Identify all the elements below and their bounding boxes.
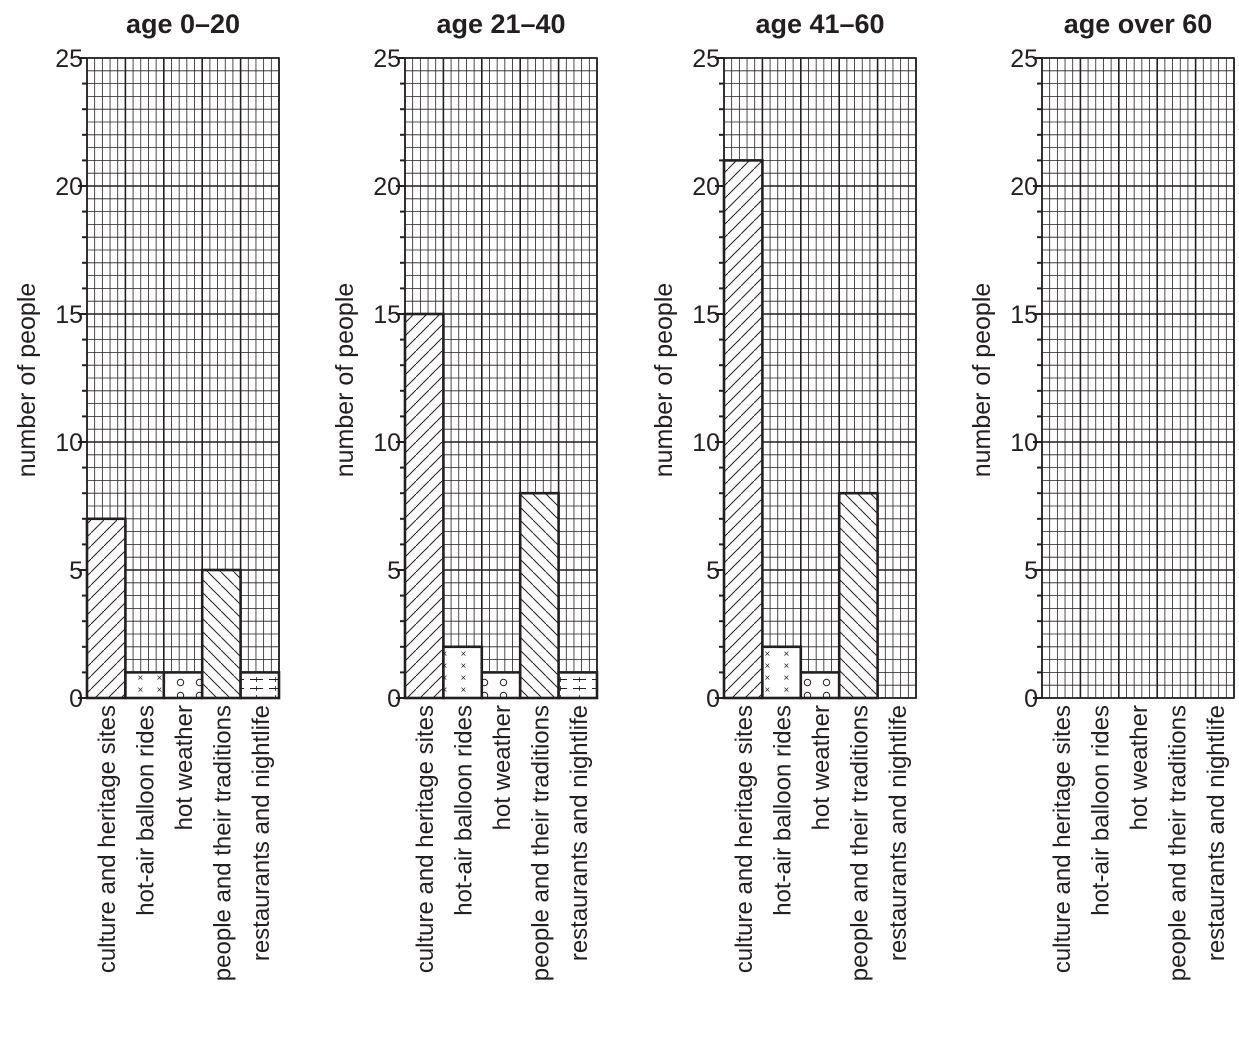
y-tick-label-20: 20 bbox=[55, 173, 83, 201]
x-tick-label-5: restaurants and nightlife bbox=[248, 705, 275, 961]
bar-4 bbox=[518, 491, 560, 700]
x-tick-label-2: hot-air balloon rides bbox=[133, 705, 160, 916]
y-tick-label-25: 25 bbox=[1010, 45, 1038, 73]
x-tick-label-4: people and their traditions bbox=[1164, 705, 1191, 981]
y-tick-label-5: 5 bbox=[387, 557, 401, 585]
chart-panel-1: 0 5 10 15 20 25 number of people age 0–20 cultur… bbox=[13, 9, 281, 981]
y-tick-label-15: 15 bbox=[692, 301, 720, 329]
x-axis: culture and heritage sites hot-air balloo… bbox=[94, 705, 275, 981]
y-tick-label-15: 15 bbox=[373, 301, 401, 329]
y-axis: 0 5 10 15 20 25 bbox=[692, 45, 724, 713]
grid bbox=[1041, 57, 1235, 699]
bar-4 bbox=[200, 568, 242, 700]
x-tick-label-5: restaurants and nightlife bbox=[885, 705, 912, 961]
chart-title: age 41–60 bbox=[755, 9, 884, 39]
bar-1 bbox=[403, 312, 445, 700]
y-tick-label-20: 20 bbox=[373, 173, 401, 201]
chart-panel-3: 0 5 10 15 20 25 number of people age 41–60 cultu… bbox=[650, 9, 917, 981]
bar-3 bbox=[162, 671, 204, 700]
bar-2 bbox=[442, 645, 484, 700]
y-axis-title: number of people bbox=[968, 283, 996, 478]
bar-2 bbox=[761, 645, 803, 700]
y-tick-label-0: 0 bbox=[387, 685, 401, 713]
x-tick-label-2: hot-air balloon rides bbox=[1088, 705, 1115, 916]
y-axis-title: number of people bbox=[650, 283, 678, 478]
y-tick-label-25: 25 bbox=[373, 45, 401, 73]
bars bbox=[403, 312, 599, 700]
y-tick-label-15: 15 bbox=[1010, 301, 1038, 329]
y-axis-title: number of people bbox=[13, 283, 41, 478]
x-tick-label-3: hot weather bbox=[808, 705, 835, 830]
x-tick-label-1: culture and heritage sites bbox=[94, 705, 121, 973]
y-tick-label-10: 10 bbox=[1010, 429, 1038, 457]
chart-title: age 21–40 bbox=[436, 9, 565, 39]
y-tick-label-10: 10 bbox=[692, 429, 720, 457]
bar-5 bbox=[239, 671, 281, 700]
x-tick-label-1: culture and heritage sites bbox=[412, 705, 439, 973]
y-tick-label-25: 25 bbox=[692, 45, 720, 73]
y-tick-label-0: 0 bbox=[1024, 685, 1038, 713]
bar-5 bbox=[557, 671, 599, 700]
bars bbox=[722, 159, 879, 700]
x-tick-label-2: hot-air balloon rides bbox=[451, 705, 478, 916]
y-tick-label-10: 10 bbox=[373, 429, 401, 457]
chart-title: age over 60 bbox=[1064, 9, 1213, 39]
x-tick-label-4: people and their traditions bbox=[209, 705, 236, 981]
chart-title: age 0–20 bbox=[126, 9, 240, 39]
y-axis-title: number of people bbox=[331, 283, 359, 478]
y-tick-label-5: 5 bbox=[69, 557, 83, 585]
x-tick-label-1: culture and heritage sites bbox=[731, 705, 758, 973]
x-tick-label-3: hot weather bbox=[171, 705, 198, 830]
bar-4 bbox=[837, 491, 879, 700]
x-tick-label-5: restaurants and nightlife bbox=[1203, 705, 1230, 961]
x-tick-label-2: hot-air balloon rides bbox=[770, 705, 797, 916]
y-tick-label-20: 20 bbox=[692, 173, 720, 201]
y-tick-label-5: 5 bbox=[1024, 557, 1038, 585]
x-axis: culture and heritage sites hot-air balloo… bbox=[412, 705, 593, 981]
chart-panel-4: 0 5 10 15 20 25 number of people age over 60 cul… bbox=[968, 9, 1235, 981]
x-tick-label-3: hot weather bbox=[1126, 705, 1153, 830]
x-axis: culture and heritage sites hot-air balloo… bbox=[1049, 705, 1230, 981]
bar-1 bbox=[722, 159, 764, 700]
bar-2 bbox=[124, 671, 166, 700]
y-tick-label-0: 0 bbox=[706, 685, 720, 713]
x-tick-label-4: people and their traditions bbox=[846, 705, 873, 981]
y-axis: 0 5 10 15 20 25 bbox=[373, 45, 405, 713]
x-tick-label-1: culture and heritage sites bbox=[1049, 705, 1076, 973]
x-axis: culture and heritage sites hot-air balloo… bbox=[731, 705, 912, 981]
x-tick-label-4: people and their traditions bbox=[527, 705, 554, 981]
x-tick-label-5: restaurants and nightlife bbox=[566, 705, 593, 961]
y-tick-label-10: 10 bbox=[55, 429, 83, 457]
y-tick-label-5: 5 bbox=[706, 557, 720, 585]
bars bbox=[85, 517, 281, 700]
x-tick-label-3: hot weather bbox=[489, 705, 516, 830]
y-tick-label-15: 15 bbox=[55, 301, 83, 329]
bar-3 bbox=[480, 671, 522, 700]
y-axis: 0 5 10 15 20 25 bbox=[1010, 45, 1042, 713]
bar-1 bbox=[85, 517, 127, 700]
bar-3 bbox=[799, 671, 841, 700]
y-tick-label-0: 0 bbox=[69, 685, 83, 713]
y-tick-label-25: 25 bbox=[55, 45, 83, 73]
y-tick-label-20: 20 bbox=[1010, 173, 1038, 201]
chart-panel-2: 0 5 10 15 20 25 number of people age 21–40 cultu… bbox=[331, 9, 599, 981]
y-axis: 0 5 10 15 20 25 bbox=[55, 45, 87, 713]
